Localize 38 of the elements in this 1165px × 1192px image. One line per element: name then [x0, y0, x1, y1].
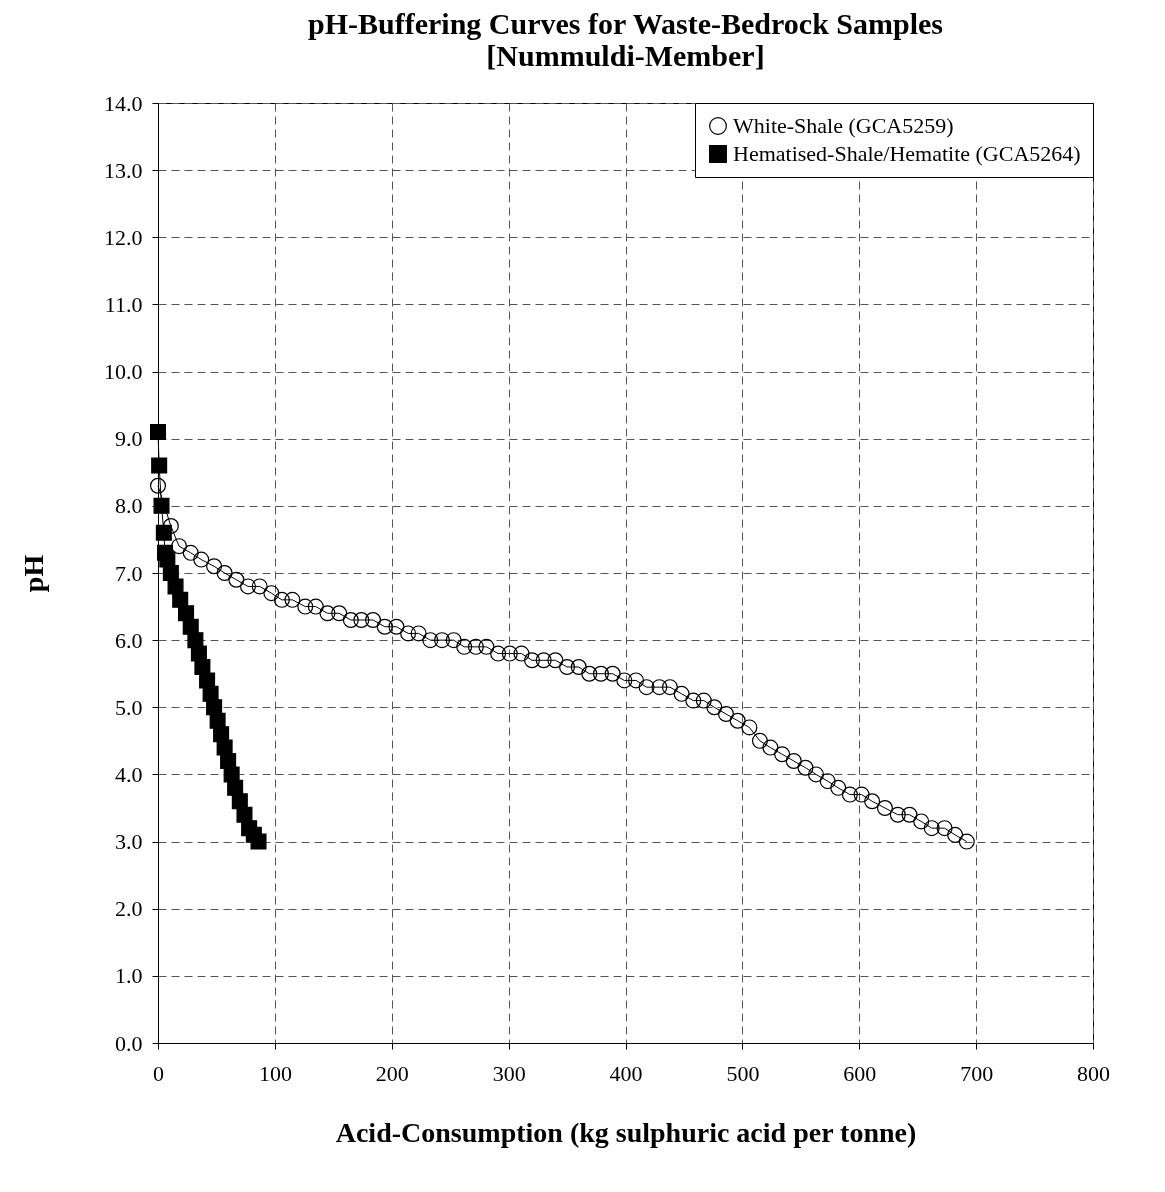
- y-axis-title: pH: [18, 554, 49, 593]
- y-tick-label: 9.0: [115, 426, 143, 452]
- x-tick-label: 400: [609, 1060, 643, 1086]
- point: [151, 457, 168, 474]
- x-tick-label: 100: [258, 1060, 292, 1086]
- y-tick-label: 2.0: [115, 896, 143, 922]
- y-tick-label: 1.0: [115, 963, 143, 989]
- y-tick-label: 8.0: [115, 493, 143, 519]
- point: [155, 524, 172, 541]
- point: [250, 833, 267, 850]
- y-tick-label: 10.0: [104, 359, 143, 385]
- point: [153, 497, 170, 514]
- legend-label: White-Shale (GCA5259): [733, 113, 954, 138]
- y-tick-label: 13.0: [104, 157, 143, 183]
- x-tick-label: 800: [1077, 1060, 1110, 1086]
- y-tick-label: 5.0: [115, 694, 143, 720]
- y-tick-label: 11.0: [104, 291, 143, 317]
- chart-title: pH-Buffering Curves for Waste-Bedrock Samples [Nummuldi-Member]: [308, 7, 943, 72]
- point: [167, 578, 184, 595]
- x-tick-label: 300: [492, 1060, 526, 1086]
- x-tick-label: 600: [843, 1060, 877, 1086]
- y-tick-label: 4.0: [115, 761, 143, 787]
- point: [231, 793, 248, 810]
- point: [178, 605, 195, 622]
- x-tick-label: 200: [375, 1060, 409, 1086]
- y-tick-label: 0.0: [115, 1030, 143, 1056]
- x-tick-label: 500: [726, 1060, 760, 1086]
- y-tick-label: 6.0: [115, 627, 143, 653]
- x-axis-title: Acid-Consumption (kg sulphuric acid per tonne): [335, 1116, 917, 1148]
- y-tick-label: 12.0: [104, 224, 143, 250]
- x-tick-label: 700: [960, 1060, 994, 1086]
- x-tick-label: 0: [153, 1060, 164, 1086]
- y-tick-label: 14.0: [104, 90, 143, 116]
- y-tick-label: 3.0: [115, 829, 143, 855]
- legend-label: Hematised-Shale/Hematite (GCA5264): [733, 141, 1081, 166]
- point: [236, 806, 253, 823]
- point: [149, 423, 167, 441]
- y-tick-label: 7.0: [115, 560, 143, 586]
